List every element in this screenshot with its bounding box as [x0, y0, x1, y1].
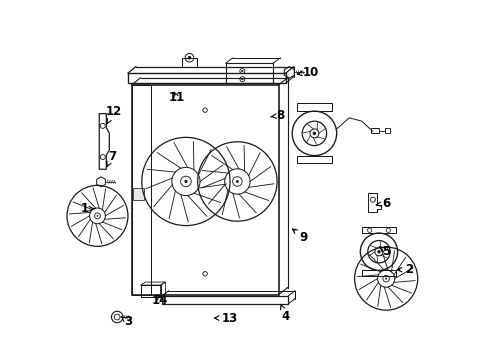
Circle shape: [241, 78, 243, 80]
Circle shape: [377, 250, 380, 253]
Circle shape: [184, 180, 187, 183]
Bar: [128, 73, 285, 83]
Circle shape: [236, 180, 238, 183]
Circle shape: [385, 278, 386, 280]
Text: 7: 7: [107, 150, 116, 166]
Text: 3: 3: [121, 315, 132, 328]
Circle shape: [97, 215, 98, 217]
Bar: [296, 103, 331, 111]
Bar: [384, 129, 389, 133]
Text: 6: 6: [375, 197, 389, 210]
Text: 8: 8: [270, 109, 284, 122]
Bar: [131, 85, 278, 295]
Bar: [182, 58, 196, 67]
Bar: [133, 188, 143, 201]
Text: 5: 5: [379, 245, 389, 258]
Text: 13: 13: [214, 311, 238, 325]
Text: 12: 12: [105, 105, 122, 124]
Text: 1: 1: [81, 202, 94, 215]
Circle shape: [312, 132, 316, 135]
Text: 14: 14: [152, 294, 168, 307]
Text: 11: 11: [168, 91, 184, 104]
Bar: [162, 296, 288, 304]
Circle shape: [187, 56, 191, 59]
Text: 9: 9: [292, 229, 307, 244]
Bar: [370, 128, 378, 134]
Text: 2: 2: [397, 263, 413, 276]
Circle shape: [241, 70, 243, 72]
Bar: [225, 63, 273, 83]
Text: 10: 10: [297, 66, 318, 79]
Bar: [362, 270, 395, 276]
Bar: [131, 85, 150, 295]
Text: 4: 4: [280, 304, 289, 323]
Bar: [296, 156, 331, 163]
Bar: [362, 228, 395, 233]
